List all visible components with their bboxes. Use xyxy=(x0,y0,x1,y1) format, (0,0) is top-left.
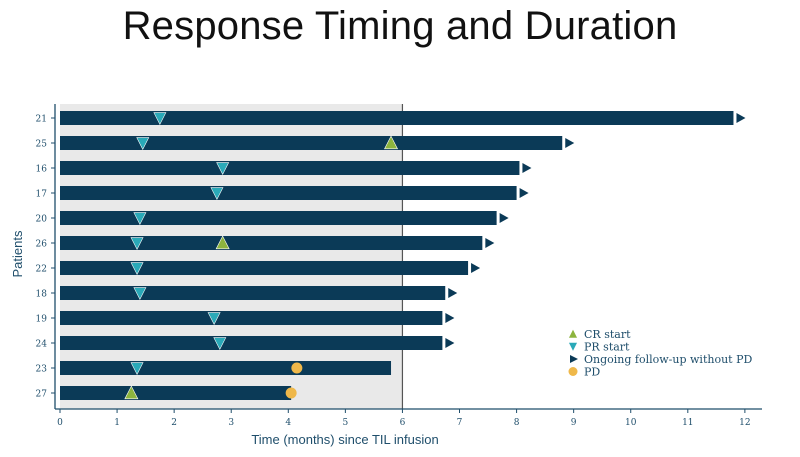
shaded-region xyxy=(60,104,403,409)
ongoing-arrow xyxy=(485,238,495,248)
ongoing-arrow xyxy=(445,313,455,323)
ongoing-arrow xyxy=(471,263,481,273)
cr-start-marker xyxy=(384,135,399,150)
patient-bar xyxy=(60,161,520,175)
y-tick-label: 16 xyxy=(36,165,48,175)
ongoing-arrow xyxy=(736,113,746,123)
y-tick-label: 26 xyxy=(36,240,48,250)
x-tick-label: 5 xyxy=(342,418,348,428)
patient-bar xyxy=(60,286,446,300)
patient-bar xyxy=(60,311,443,325)
legend-cr-icon xyxy=(568,328,578,339)
y-tick-label: 19 xyxy=(36,315,48,325)
pr-start-marker xyxy=(130,237,144,251)
x-tick-label: 0 xyxy=(57,418,63,428)
ongoing-arrow xyxy=(519,188,529,198)
x-tick-label: 3 xyxy=(228,418,234,428)
x-tick-label: 6 xyxy=(400,418,406,428)
patient-bar xyxy=(60,386,292,400)
patient-bar xyxy=(60,361,392,375)
y-tick-label: 24 xyxy=(36,340,48,350)
ongoing-arrow xyxy=(448,288,458,298)
legend-label: Ongoing follow-up without PD xyxy=(584,353,752,366)
pr-start-marker xyxy=(210,187,224,201)
pr-start-marker xyxy=(133,287,147,301)
chart-title: Response Timing and Duration xyxy=(122,4,678,48)
x-tick-label: 10 xyxy=(625,418,637,428)
y-axis-title: Patients xyxy=(10,230,25,277)
pr-start-marker xyxy=(153,112,167,126)
pr-start-marker xyxy=(130,362,144,376)
x-tick-label: 4 xyxy=(285,418,291,428)
pr-start-marker xyxy=(207,312,221,326)
legend-label: PD xyxy=(584,366,600,379)
x-tick-label: 11 xyxy=(682,418,693,428)
y-tick-label: 17 xyxy=(36,190,48,200)
x-tick-label: 1 xyxy=(114,418,120,428)
pr-start-marker xyxy=(130,262,144,276)
y-tick-label: 27 xyxy=(36,390,48,400)
cr-start-marker xyxy=(124,385,139,400)
x-tick-label: 2 xyxy=(171,418,177,428)
y-tick-label: 20 xyxy=(36,215,48,225)
markers-layer xyxy=(124,112,746,400)
patient-bar xyxy=(60,236,483,250)
pr-start-marker xyxy=(216,162,230,176)
legend-pd-icon xyxy=(568,367,578,376)
patient-bar xyxy=(60,186,517,200)
pr-start-marker xyxy=(213,337,227,351)
patient-bar xyxy=(60,111,734,125)
legend-label: PR start xyxy=(584,341,630,354)
bars-layer xyxy=(60,111,734,400)
y-tick-label: 21 xyxy=(36,115,47,125)
patient-bar xyxy=(60,211,497,225)
pd-marker xyxy=(291,362,303,374)
ongoing-arrow xyxy=(565,138,575,148)
legend-pr-icon xyxy=(568,342,578,353)
ongoing-arrow xyxy=(499,213,509,223)
pr-start-marker xyxy=(133,212,147,226)
ongoing-arrow xyxy=(522,163,532,173)
ongoing-arrow xyxy=(445,338,455,348)
pr-start-marker xyxy=(136,137,150,151)
pd-marker xyxy=(285,387,297,399)
y-tick-label: 23 xyxy=(36,365,48,375)
x-tick-label: 12 xyxy=(739,418,750,428)
patient-bar xyxy=(60,336,443,350)
legend-ongoing-icon xyxy=(570,355,578,363)
cr-start-marker xyxy=(215,235,230,250)
shaded-region-layer xyxy=(60,104,404,409)
patient-bar xyxy=(60,136,563,150)
x-tick-label: 8 xyxy=(514,418,520,428)
legend-label: CR start xyxy=(584,328,631,341)
y-tick-label: 18 xyxy=(36,290,48,300)
patient-bar xyxy=(60,261,469,275)
y-tick-label: 25 xyxy=(36,140,48,150)
x-tick-label: 9 xyxy=(571,418,577,428)
x-tick-label: 7 xyxy=(457,418,463,428)
x-axis-title: Time (months) since TIL infusion xyxy=(251,432,438,447)
y-tick-label: 22 xyxy=(36,265,47,275)
